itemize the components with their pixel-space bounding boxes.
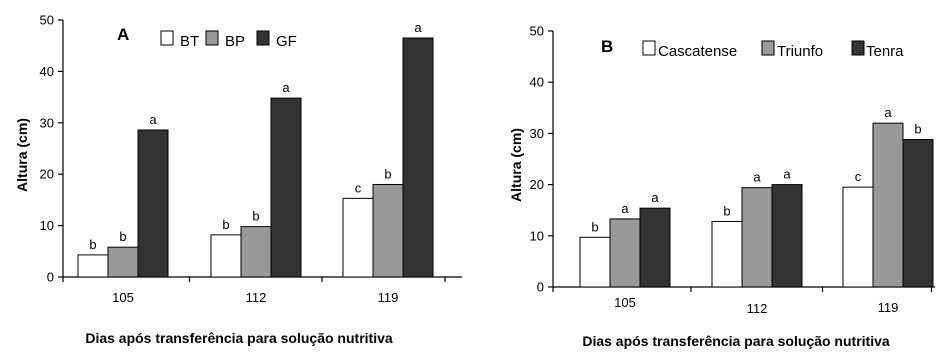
legend-label: BP — [225, 33, 245, 50]
legend-swatch-cascatense — [642, 40, 656, 56]
legend-swatch-gf — [256, 30, 270, 46]
legend-swatch-bt — [160, 30, 174, 46]
chart-panel-a: 0 10 20 30 40 50 b b c b b b a a a 105 112 119 A BT BP GF Altu… — [14, 13, 462, 346]
y-tick-label: 50 — [530, 24, 544, 39]
x-category-label: 119 — [378, 290, 399, 305]
legend-label: Triunfo — [777, 43, 823, 60]
panel-letter: B — [601, 37, 613, 56]
panel-letter: A — [117, 25, 129, 44]
legend-label: Tenra — [866, 43, 904, 60]
bar-triunfo-119 — [872, 122, 904, 288]
bar-cascatense-105 — [579, 236, 611, 288]
bar-triunfo-105 — [609, 218, 641, 288]
x-category-label: 112 — [747, 301, 768, 316]
bar-data-label: a — [621, 201, 629, 216]
bar-gf-112 — [270, 97, 302, 278]
bar-data-label: a — [282, 80, 290, 95]
bar-tenra-105 — [639, 207, 671, 288]
x-category-label: 105 — [614, 295, 636, 310]
x-category-label: 112 — [246, 290, 267, 305]
bar-data-label: b — [119, 229, 126, 244]
bar-data-label: a — [783, 167, 791, 182]
bar-data-label: a — [149, 112, 157, 127]
bar-bt-112 — [210, 234, 242, 278]
x-axis-label: Dias após transferência para solução nut… — [85, 330, 393, 346]
x-axis-label: Dias após transferência para solução nut… — [582, 333, 890, 349]
legend-swatch-bp — [205, 30, 219, 46]
bar-data-label: a — [753, 170, 761, 185]
bar-gf-119 — [402, 37, 434, 278]
legend-label: GF — [276, 33, 297, 50]
x-category-label: 119 — [878, 300, 899, 315]
bar-data-label: b — [914, 122, 921, 137]
bar-tenra-119 — [902, 139, 934, 288]
bar-data-label: b — [591, 219, 598, 234]
y-tick-label: 10 — [530, 228, 544, 243]
y-tick-label: 20 — [530, 177, 544, 192]
bar-bp-105 — [107, 246, 139, 278]
bar-cascatense-119 — [842, 186, 874, 288]
chart-panel-b: 0 10 20 30 40 50 b b c a a a a a b 105 112 119 B Cascatense… — [508, 24, 935, 349]
bar-data-label: b — [89, 237, 96, 252]
bar-data-label: b — [252, 209, 259, 224]
y-tick-label: 40 — [530, 75, 544, 90]
bar-cascatense-112 — [711, 220, 743, 288]
bar-bt-105 — [77, 254, 109, 278]
bar-bp-119 — [372, 183, 404, 278]
y-tick-label: 40 — [40, 64, 54, 79]
y-tick-label: 50 — [40, 13, 54, 28]
bar-data-label: a — [651, 190, 659, 205]
y-tick-label: 30 — [530, 126, 544, 141]
x-category-label: 105 — [112, 290, 134, 305]
bar-bt-119 — [342, 197, 374, 278]
y-axis-label: Altura (cm) — [14, 118, 30, 192]
bar-data-label: b — [723, 203, 730, 218]
bar-data-label: b — [384, 166, 391, 181]
y-tick-label: 30 — [40, 115, 54, 130]
bar-data-label: c — [355, 180, 362, 195]
bar-tenra-112 — [771, 184, 803, 288]
bar-gf-105 — [137, 129, 169, 278]
bar-data-label: c — [855, 169, 862, 184]
y-tick-label: 0 — [537, 280, 544, 295]
legend-label: BT — [180, 33, 199, 50]
bar-triunfo-112 — [741, 187, 773, 288]
y-axis-label: Altura (cm) — [508, 128, 524, 202]
legend-swatch-triunfo — [761, 40, 775, 56]
bar-data-label: b — [222, 217, 229, 232]
y-tick-label: 20 — [40, 167, 54, 182]
bar-data-label: a — [414, 20, 422, 35]
y-tick-label: 10 — [40, 218, 54, 233]
legend-label: Cascatense — [658, 43, 737, 60]
legend-swatch-tenra — [851, 40, 865, 56]
bar-data-label: a — [884, 105, 892, 120]
y-tick-label: 0 — [47, 270, 54, 285]
bar-bp-112 — [240, 226, 272, 278]
